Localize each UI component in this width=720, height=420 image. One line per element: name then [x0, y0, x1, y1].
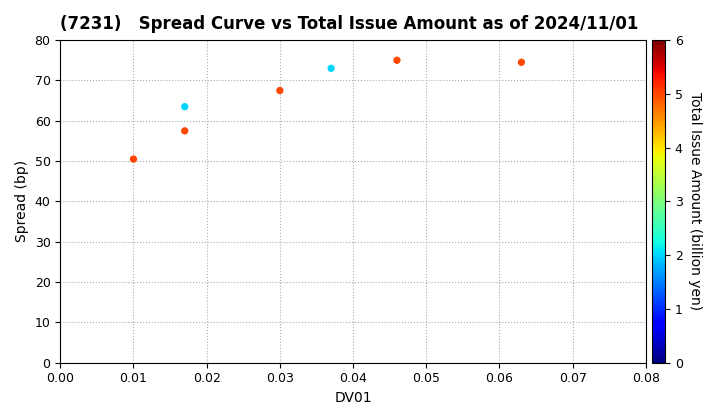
Point: [179, 128, 191, 134]
Point: [127, 156, 139, 163]
Point: [516, 59, 527, 66]
Point: [325, 65, 337, 72]
Y-axis label: Spread (bp): Spread (bp): [15, 160, 29, 242]
X-axis label: DV01: DV01: [334, 391, 372, 405]
Y-axis label: Total Issue Amount (billion yen): Total Issue Amount (billion yen): [688, 92, 702, 310]
Point: [391, 57, 402, 64]
Point: [179, 103, 191, 110]
Point: [274, 87, 286, 94]
Text: (7231)   Spread Curve vs Total Issue Amount as of 2024/11/01: (7231) Spread Curve vs Total Issue Amoun…: [60, 15, 639, 33]
